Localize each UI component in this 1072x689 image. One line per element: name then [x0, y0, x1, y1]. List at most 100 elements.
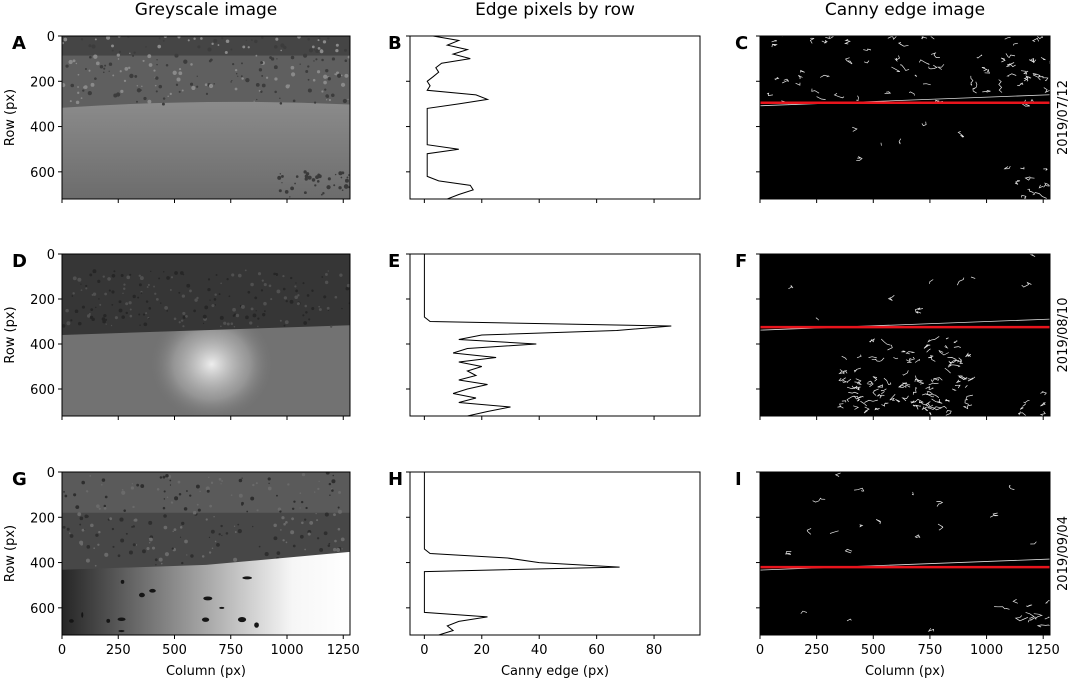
- pebble: [283, 523, 286, 526]
- pebble: [296, 175, 299, 178]
- pebble: [95, 565, 97, 567]
- pebble: [104, 553, 108, 557]
- pebble: [329, 495, 330, 496]
- pebble: [86, 515, 88, 517]
- pebble: [250, 497, 254, 501]
- pebble: [282, 539, 284, 541]
- pebble: [208, 477, 210, 479]
- pebble: [338, 528, 341, 531]
- pebble: [86, 545, 90, 549]
- pebble: [268, 483, 269, 484]
- pebble: [214, 293, 216, 295]
- pebble: [331, 94, 335, 98]
- pebble: [247, 291, 250, 294]
- pebble: [280, 173, 281, 174]
- pebble: [299, 507, 300, 508]
- pebble: [281, 182, 282, 183]
- pebble: [178, 292, 180, 294]
- pebble: [281, 516, 284, 519]
- pebble: [119, 300, 122, 303]
- pebble: [241, 77, 243, 79]
- pebble: [348, 174, 350, 176]
- pebble: [262, 84, 266, 88]
- pebble: [81, 97, 83, 99]
- rock: [254, 622, 259, 627]
- pebble: [139, 325, 140, 326]
- pebble: [251, 39, 253, 41]
- y-tick-label: 600: [30, 383, 55, 398]
- pebble: [82, 529, 85, 532]
- pebble: [328, 270, 329, 271]
- pebble: [159, 37, 161, 39]
- pebble: [121, 274, 124, 277]
- panel-letter: D: [12, 251, 27, 272]
- pebble: [245, 316, 249, 320]
- pebble: [317, 488, 319, 490]
- pebble: [182, 90, 184, 92]
- pebble: [283, 46, 286, 49]
- pebble: [325, 513, 329, 517]
- x-tick-label: 1000: [270, 643, 303, 658]
- pebble: [174, 318, 177, 321]
- pebble: [331, 489, 334, 492]
- pebble: [230, 48, 232, 50]
- pebble: [124, 80, 126, 82]
- pebble: [209, 505, 212, 508]
- pebble: [78, 74, 80, 76]
- y-tick-label: 200: [30, 75, 55, 90]
- pebble: [231, 494, 233, 496]
- pebble: [103, 314, 106, 317]
- pebble: [138, 314, 140, 316]
- pebble: [132, 55, 134, 57]
- pebble: [202, 555, 205, 558]
- pebble: [285, 521, 288, 524]
- panel-letter: G: [12, 469, 27, 490]
- pebble: [233, 558, 237, 562]
- pebble: [181, 522, 184, 525]
- pebble: [193, 511, 197, 515]
- pebble: [287, 483, 289, 485]
- pebble: [205, 83, 208, 86]
- pebble: [308, 318, 310, 320]
- pebble: [63, 491, 65, 493]
- pebble: [86, 559, 90, 563]
- pebble: [163, 271, 164, 272]
- pebble: [345, 179, 349, 183]
- pebble: [173, 531, 174, 532]
- pebble: [118, 58, 120, 60]
- y-tick-label: 200: [30, 511, 55, 526]
- pebble: [293, 545, 296, 548]
- x-tick-label: 40: [531, 643, 548, 658]
- pebble: [304, 305, 307, 308]
- pebble: [261, 289, 263, 291]
- pebble: [341, 548, 342, 549]
- hill: [62, 36, 350, 56]
- pebble: [321, 276, 323, 278]
- panel-letter: A: [12, 33, 26, 54]
- pebble: [103, 72, 105, 74]
- column-title: Canny edge image: [825, 0, 985, 20]
- x-tick-label: 750: [918, 643, 943, 658]
- pebble: [182, 312, 185, 315]
- x-axis-label: Canny edge (px): [501, 664, 609, 679]
- pebble: [305, 70, 308, 73]
- pebble: [148, 318, 149, 319]
- pebble: [301, 501, 303, 503]
- pebble: [183, 60, 187, 64]
- rock: [118, 630, 124, 632]
- plot-area: [760, 252, 1050, 418]
- pebble: [77, 512, 81, 516]
- pebble: [63, 526, 66, 529]
- pebble: [277, 176, 281, 180]
- x-tick-label: 1250: [327, 643, 360, 658]
- plot-area: [410, 254, 700, 416]
- pebble: [132, 483, 133, 484]
- pebble: [80, 517, 84, 521]
- pebble: [261, 36, 264, 39]
- plot-bg: [410, 472, 700, 635]
- pebble: [93, 547, 95, 549]
